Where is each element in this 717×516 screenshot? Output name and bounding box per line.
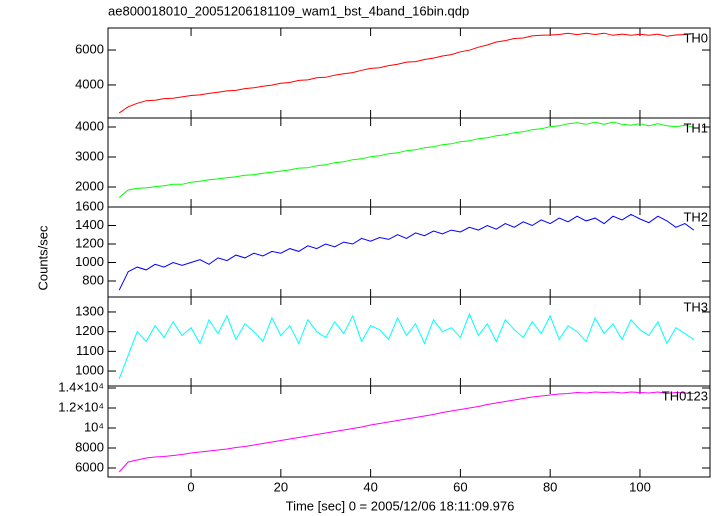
x-tick-label: 40 — [363, 479, 377, 494]
y-axis-label: Counts/sec — [35, 225, 50, 291]
y-tick-label: 800 — [82, 272, 104, 287]
series-label: TH0 — [683, 30, 708, 45]
y-tick-label: 1600 — [75, 198, 104, 213]
series-label: TH2 — [683, 209, 708, 224]
y-tick-label: 4000 — [75, 118, 104, 133]
x-tick-label: 100 — [629, 479, 651, 494]
y-tick-label: 10⁴ — [84, 419, 104, 434]
y-tick-label: 3000 — [75, 148, 104, 163]
series-label: TH3 — [683, 299, 708, 314]
light-curve — [118, 312, 695, 380]
y-tick-label: 6000 — [75, 41, 104, 56]
panel-frame — [107, 206, 711, 298]
y-tick-label: 2000 — [75, 178, 104, 193]
panel-frame — [107, 27, 711, 119]
series-label: TH1 — [683, 120, 708, 135]
y-tick-label: 6000 — [75, 459, 104, 474]
y-tick-label: 1.4×10⁴ — [58, 379, 104, 394]
y-tick-label: 1.2×10⁴ — [58, 399, 104, 414]
y-tick-label: 1000 — [75, 362, 104, 377]
chart-title: ae800018010_20051206181109_wam1_bst_4ban… — [108, 3, 469, 18]
light-curve — [118, 121, 694, 198]
x-tick-label: 20 — [274, 479, 288, 494]
x-tick-label: 60 — [453, 479, 467, 494]
light-curve — [118, 213, 695, 291]
series-label: TH0123 — [662, 388, 708, 403]
light-curve — [118, 32, 694, 114]
panel-frame — [107, 117, 711, 208]
y-tick-label: 1200 — [75, 235, 104, 250]
y-tick-label: 1000 — [75, 254, 104, 269]
x-tick-label: 80 — [543, 479, 557, 494]
y-tick-label: 1400 — [75, 217, 104, 232]
y-tick-label: 1300 — [75, 303, 104, 318]
light-curve — [118, 391, 694, 473]
y-tick-label: 8000 — [75, 439, 104, 454]
panel-frame — [107, 385, 711, 478]
y-tick-label: 1200 — [75, 323, 104, 338]
x-tick-label: 0 — [187, 479, 194, 494]
y-tick-label: 1100 — [76, 343, 104, 358]
x-axis-label: Time [sec] 0 = 2005/12/06 18:11:09.976 — [286, 498, 515, 513]
y-tick-label: 4000 — [75, 76, 104, 91]
